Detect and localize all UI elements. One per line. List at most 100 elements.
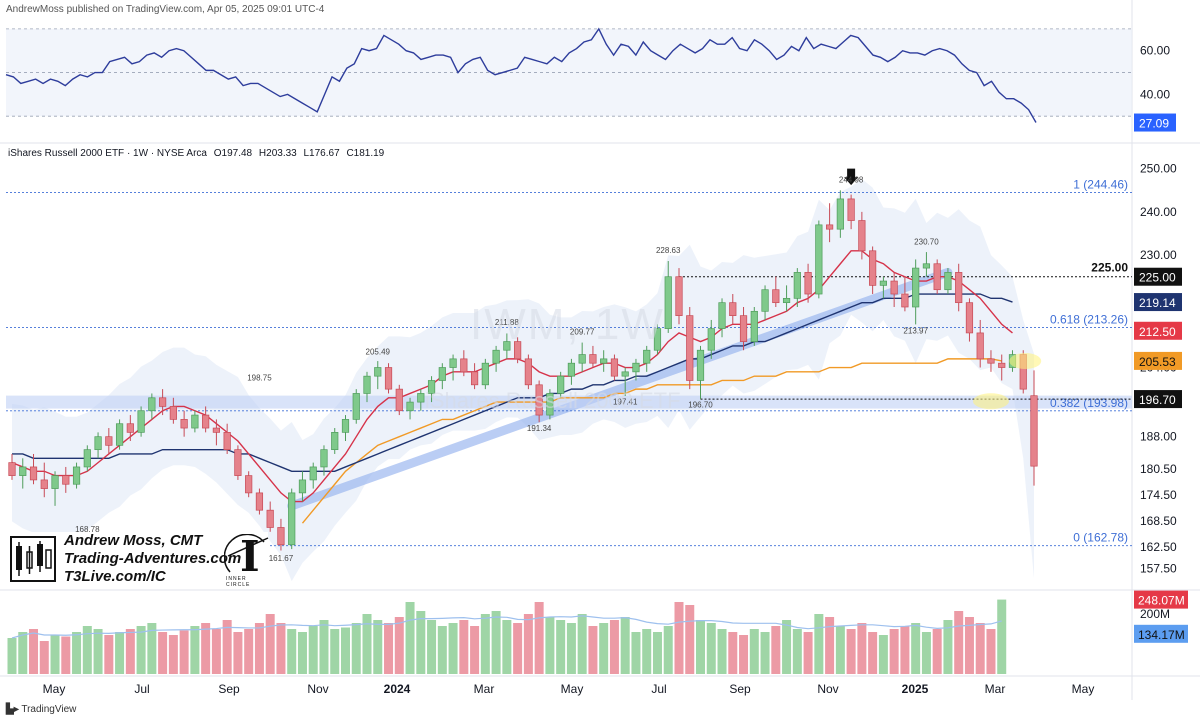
candle — [718, 298, 726, 338]
candle — [675, 268, 683, 325]
candle — [557, 371, 565, 398]
candle — [600, 350, 608, 372]
price-annotation: 209.77 — [570, 328, 595, 337]
candle-body — [503, 341, 511, 351]
candle-body — [234, 449, 242, 476]
candle — [847, 194, 855, 230]
symbol-info: iShares Russell 2000 ETF · 1W · NYSE Arc… — [8, 148, 388, 159]
fib-label: 1 (244.46) — [1073, 178, 1128, 192]
volume-tag-label: 248.07M — [1138, 594, 1185, 608]
published-header: AndrewMoss published on TradingView.com,… — [6, 4, 325, 15]
candle — [965, 298, 974, 342]
volume-bar — [652, 632, 662, 674]
fib-label: 0 (162.78) — [1073, 531, 1128, 545]
candle — [729, 294, 737, 325]
tradingview-icon: ▙▸ — [6, 704, 19, 715]
price-tag-label: 196.70 — [1139, 393, 1176, 407]
candle — [503, 333, 511, 359]
volume-bar — [900, 626, 910, 674]
price-tick-label: 230.00 — [1140, 248, 1177, 262]
candle — [589, 345, 597, 368]
candle-body — [309, 466, 317, 481]
x-tick-label: May — [43, 682, 66, 696]
volume-bar — [803, 632, 813, 674]
volume-bar — [696, 620, 706, 674]
candle-body — [137, 410, 145, 433]
candle — [148, 393, 156, 420]
candle — [40, 462, 48, 498]
volume-bar — [158, 632, 168, 674]
candle-body — [718, 302, 726, 329]
candle-body — [890, 280, 898, 295]
volume-bar — [760, 632, 770, 674]
candle — [298, 471, 307, 502]
candle-body — [976, 332, 984, 360]
candle — [223, 423, 231, 454]
candle-body — [363, 375, 371, 394]
candle-body — [341, 419, 350, 433]
volume-bar — [394, 617, 404, 674]
candle-body — [72, 466, 81, 485]
candle — [804, 263, 812, 303]
volume-tag — [1134, 624, 1188, 643]
candle — [19, 458, 27, 489]
candle — [212, 419, 220, 446]
candle — [202, 406, 210, 433]
candle-body — [298, 479, 307, 494]
volume-bar — [330, 629, 340, 674]
candle — [255, 488, 264, 515]
candle-body — [191, 414, 199, 429]
volume-bar — [351, 623, 361, 674]
candle — [782, 285, 791, 312]
candle-body — [8, 462, 16, 476]
price-annotation: 230.70 — [914, 237, 939, 246]
x-tick-label: Jul — [134, 682, 149, 696]
candle — [825, 203, 834, 243]
candle — [481, 358, 489, 390]
candle-body — [40, 479, 48, 489]
x-tick-label: May — [561, 682, 584, 696]
candle-body — [847, 198, 855, 221]
symbol-name: iShares Russell 2000 ETF · 1W · NYSE Arc… — [8, 148, 207, 159]
price-tick-label: 180.50 — [1140, 462, 1177, 476]
candle-body — [255, 492, 264, 511]
candle-body — [750, 310, 758, 342]
candle — [309, 462, 317, 489]
volume-bar — [319, 620, 329, 674]
volume-bar — [964, 617, 974, 674]
inner-circle-text: INNER CIRCLE — [226, 576, 251, 588]
candle — [460, 350, 468, 377]
volume-bar — [179, 630, 189, 674]
volume-bar — [642, 629, 652, 674]
candle — [653, 324, 662, 355]
candle — [976, 319, 984, 368]
candle-body — [922, 263, 931, 269]
volume-bar — [61, 636, 71, 674]
candle-body — [126, 423, 134, 433]
volume-bar — [846, 629, 856, 674]
candle — [470, 363, 479, 390]
candle-body — [825, 224, 834, 230]
volume-bar — [878, 635, 888, 674]
candle-body — [19, 466, 27, 476]
candle-body — [557, 375, 565, 394]
tradingview-brand: ▙▸ TradingView — [6, 704, 76, 715]
volume-bar — [104, 635, 114, 674]
candle — [395, 384, 403, 416]
candle-body — [417, 393, 425, 403]
candle-body — [761, 289, 769, 312]
candle — [320, 445, 328, 476]
volume-bar — [674, 602, 684, 674]
candle — [514, 337, 522, 364]
candle — [341, 415, 350, 442]
volume-bar — [147, 623, 157, 674]
candle-body — [653, 328, 662, 351]
candle-body — [933, 263, 941, 291]
volume-bar — [211, 629, 221, 674]
candle — [772, 276, 780, 307]
candlestick-logo-icon — [10, 536, 56, 582]
candle-body — [815, 224, 823, 295]
candle — [180, 410, 188, 437]
candle — [159, 389, 167, 416]
candle-body — [621, 371, 629, 377]
